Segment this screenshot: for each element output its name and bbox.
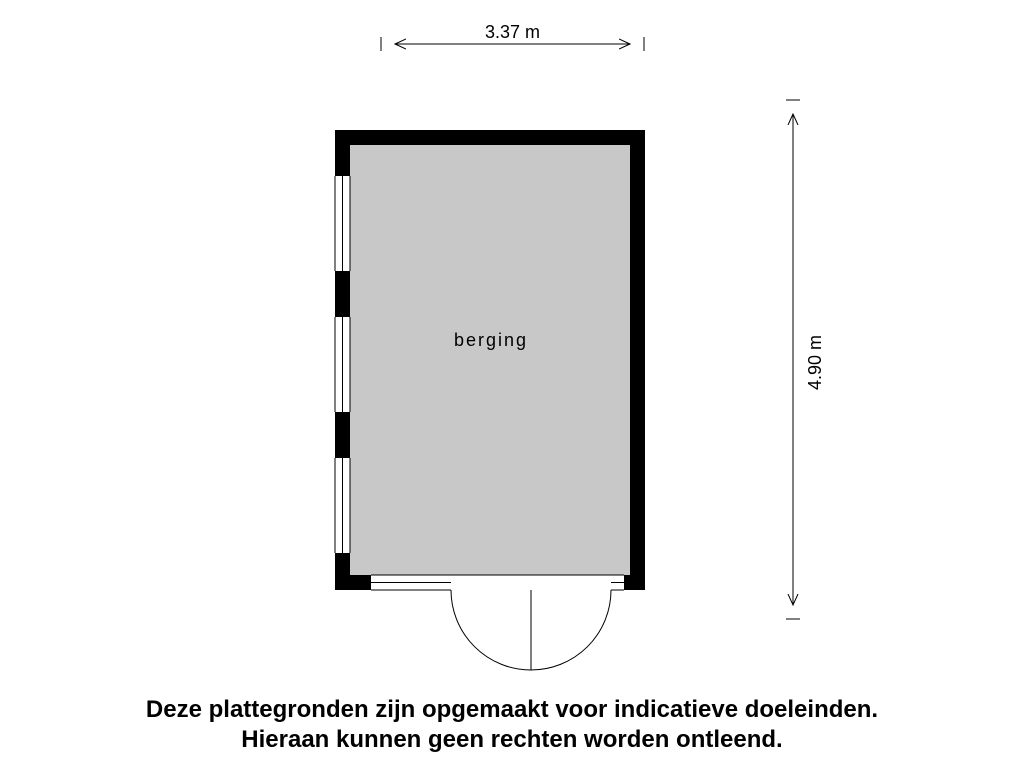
disclaimer-line-1: Deze plattegronden zijn opgemaakt voor i…	[146, 696, 878, 723]
dimension-label-height: 4.90 m	[805, 335, 826, 390]
dimension-label-width: 3.37 m	[485, 22, 540, 43]
disclaimer-text: Deze plattegronden zijn opgemaakt voor i…	[0, 695, 1024, 755]
floorplan-svg	[0, 0, 1024, 768]
disclaimer-line-2: Hieraan kunnen geen rechten worden ontle…	[241, 726, 782, 753]
floorplan-canvas: 3.37 m 4.90 m berging Deze plattegronden…	[0, 0, 1024, 768]
room-label-berging: berging	[454, 330, 528, 351]
